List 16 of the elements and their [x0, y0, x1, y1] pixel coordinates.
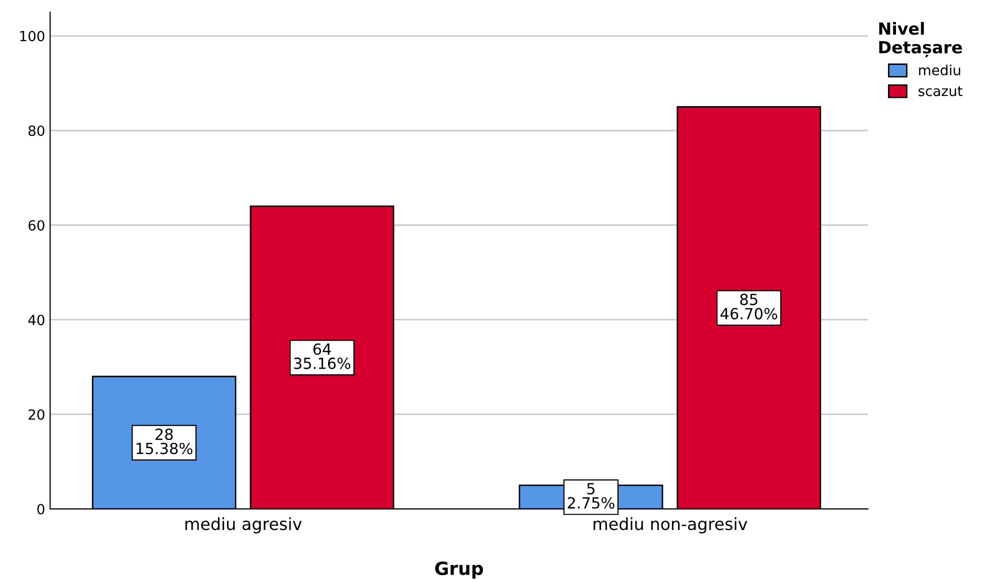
legend-label: mediu: [919, 64, 960, 76]
y-tick-label: 40: [28, 314, 44, 326]
x-tick-label: mediu non-agresiv: [594, 517, 748, 534]
y-tick-label: 100: [20, 30, 44, 42]
data-label: 85 46.70%: [720, 294, 778, 320]
data-label: 5 2.75%: [568, 483, 614, 509]
x-axis-title: Grup: [435, 562, 484, 579]
legend-title: Nivel Detașare: [879, 22, 962, 58]
y-tick-label: 0: [37, 504, 44, 514]
data-label: 64 35.16%: [294, 343, 350, 370]
x-tick-label: mediu agresiv: [185, 517, 302, 534]
y-tick-label: 20: [28, 409, 44, 420]
y-tick-label: 80: [28, 125, 44, 136]
data-label: 28 15.38%: [136, 428, 192, 454]
y-tick-label: 60: [28, 220, 44, 231]
legend-label: scazut: [918, 86, 962, 96]
